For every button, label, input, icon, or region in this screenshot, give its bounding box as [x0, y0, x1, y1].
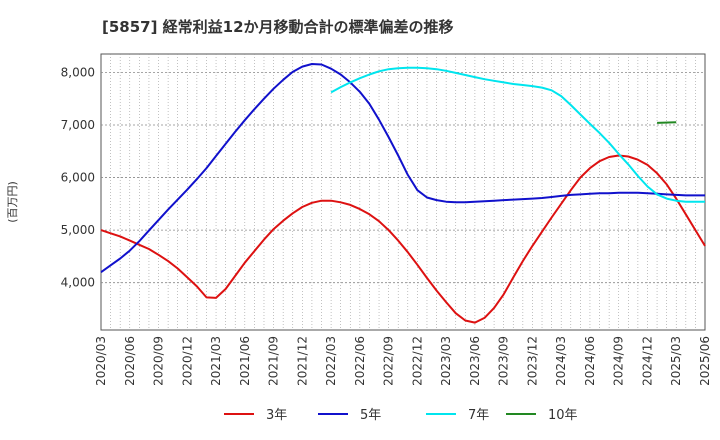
y-axis-label: (百万円): [6, 181, 19, 223]
x-tick-label: 2022/03: [324, 336, 338, 386]
x-tick-label: 2020/12: [180, 336, 194, 386]
series-line-1: [100, 154, 706, 324]
legend-label: 10年: [548, 408, 578, 423]
x-tick-label: 2025/03: [669, 336, 683, 386]
x-tick-label: 2023/06: [468, 336, 482, 386]
series-line-4: [657, 121, 677, 124]
legend-label: 3年: [266, 408, 287, 423]
x-tick-label: 2020/03: [94, 336, 108, 386]
chart-title: [5857] 経常利益12か月移動合計の標準偏差の推移: [102, 18, 454, 36]
legend: 3年 5年 7年 10年: [224, 408, 578, 423]
series-lines: [100, 63, 706, 324]
x-tick-label: 2023/09: [497, 336, 511, 386]
y-tick-label: 7,000: [61, 118, 95, 132]
x-tick-label: 2023/03: [439, 336, 453, 386]
x-tick-label: 2021/06: [238, 336, 252, 386]
x-tick-label: 2021/09: [267, 336, 281, 386]
x-axis-ticks: 2020/03 2020/06 2020/09 2020/12 2021/03 2021/…: [94, 336, 712, 386]
plot-area: [100, 53, 706, 331]
x-tick-label: 2023/12: [525, 336, 539, 386]
x-tick-label: 2022/09: [382, 336, 396, 386]
grid-lines: [101, 54, 705, 330]
x-tick-label: 2024/06: [583, 336, 597, 386]
x-tick-label: 2021/12: [295, 336, 309, 386]
y-tick-label: 4,000: [61, 276, 95, 290]
y-tick-label: 5,000: [61, 223, 95, 237]
y-tick-label: 8,000: [61, 65, 95, 79]
x-tick-label: 2024/12: [640, 336, 654, 386]
legend-label: 7年: [468, 408, 489, 423]
legend-label: 5年: [360, 408, 381, 423]
y-tick-label: 6,000: [61, 171, 95, 185]
series-line-3: [330, 66, 705, 203]
x-tick-label: 2025/06: [698, 336, 712, 386]
series-line-2: [100, 63, 705, 274]
x-tick-label: 2020/06: [123, 336, 137, 386]
x-tick-label: 2020/09: [152, 336, 166, 386]
x-tick-label: 2024/09: [612, 336, 626, 386]
x-tick-label: 2024/03: [554, 336, 568, 386]
x-tick-label: 2021/03: [209, 336, 223, 386]
x-tick-label: 2022/06: [353, 336, 367, 386]
x-tick-label: 2022/12: [410, 336, 424, 386]
y-axis-ticks: 4,000 5,000 6,000 7,000 8,000: [61, 65, 95, 289]
